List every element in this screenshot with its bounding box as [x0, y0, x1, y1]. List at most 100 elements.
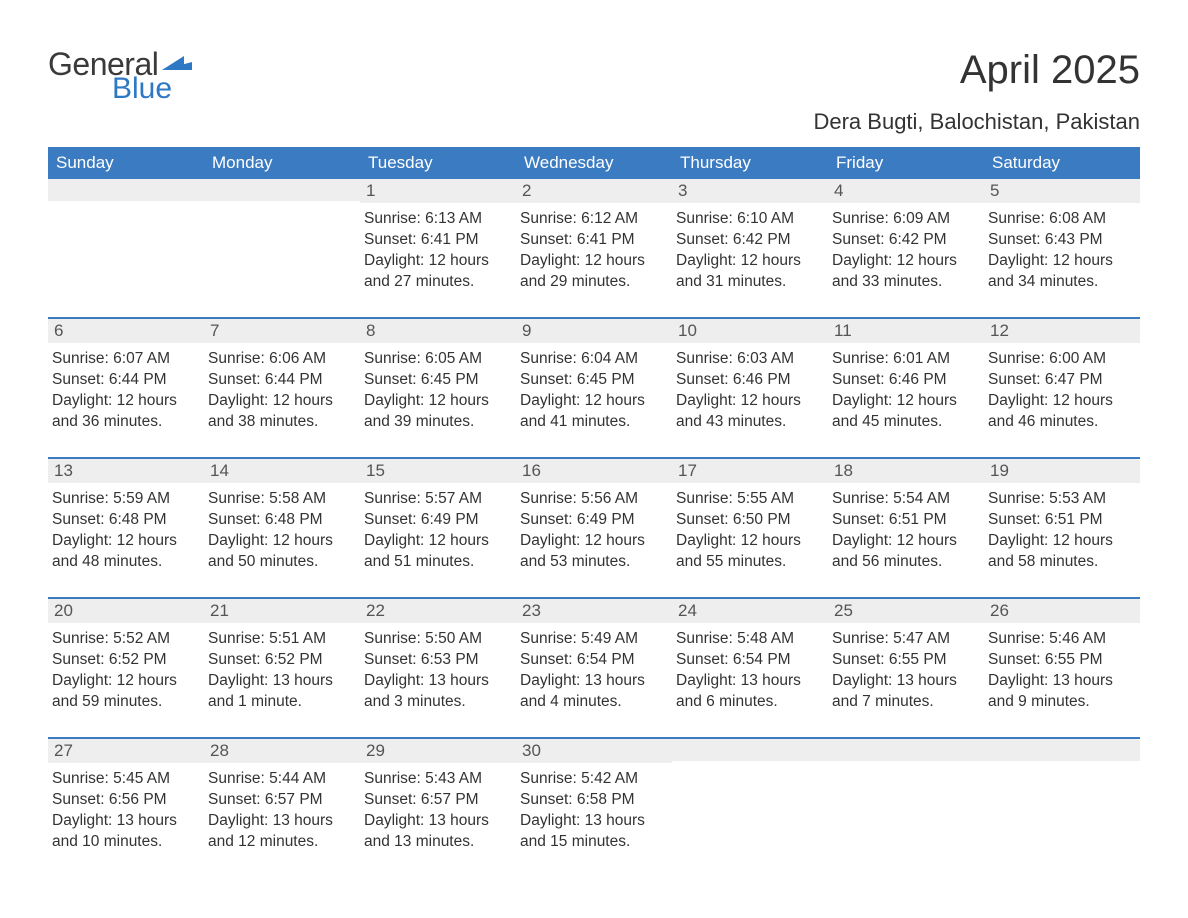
day-body: Sunrise: 6:05 AMSunset: 6:45 PMDaylight:…: [360, 343, 516, 437]
daylight-text: Daylight: 12 hours: [364, 531, 512, 552]
daylight-text: Daylight: 12 hours: [832, 391, 980, 412]
sunrise-text: Sunrise: 6:05 AM: [364, 349, 512, 370]
sunset-text: Sunset: 6:45 PM: [520, 370, 668, 391]
day-number: 2: [516, 179, 672, 203]
day-cell: 21Sunrise: 5:51 AMSunset: 6:52 PMDayligh…: [204, 599, 360, 719]
daylight-text2: and 43 minutes.: [676, 412, 824, 433]
day-cell: 1 Sunrise: 6:13 AM Sunset: 6:41 PM Dayli…: [360, 179, 516, 299]
day-body: Sunrise: 6:04 AMSunset: 6:45 PMDaylight:…: [516, 343, 672, 437]
day-cell: 30Sunrise: 5:42 AMSunset: 6:58 PMDayligh…: [516, 739, 672, 859]
day-cell: 3 Sunrise: 6:10 AM Sunset: 6:42 PM Dayli…: [672, 179, 828, 299]
daylight-text: Daylight: 12 hours: [520, 391, 668, 412]
day-number: 6: [48, 319, 204, 343]
sunrise-text: Sunrise: 6:00 AM: [988, 349, 1136, 370]
daylight-text2: and 31 minutes.: [676, 272, 824, 293]
day-cell: 29Sunrise: 5:43 AMSunset: 6:57 PMDayligh…: [360, 739, 516, 859]
day-cell: [204, 179, 360, 299]
day-number: 26: [984, 599, 1140, 623]
calendar-page: General Blue April 2025 Dera Bugti, Balo…: [0, 0, 1188, 899]
sunrise-text: Sunrise: 5:59 AM: [52, 489, 200, 510]
day-cell: 11Sunrise: 6:01 AMSunset: 6:46 PMDayligh…: [828, 319, 984, 439]
sunrise-text: Sunrise: 5:42 AM: [520, 769, 668, 790]
logo: General Blue: [48, 48, 192, 104]
dow-sunday: Sunday: [48, 147, 204, 179]
day-cell: 20Sunrise: 5:52 AMSunset: 6:52 PMDayligh…: [48, 599, 204, 719]
sunrise-text: Sunrise: 5:50 AM: [364, 629, 512, 650]
sunrise-text: Sunrise: 5:48 AM: [676, 629, 824, 650]
logo-text-blue: Blue: [112, 74, 172, 104]
day-number: 28: [204, 739, 360, 763]
location-text: Dera Bugti, Balochistan, Pakistan: [813, 109, 1140, 135]
day-cell: 28Sunrise: 5:44 AMSunset: 6:57 PMDayligh…: [204, 739, 360, 859]
day-body: Sunrise: 5:55 AMSunset: 6:50 PMDaylight:…: [672, 483, 828, 577]
sunrise-text: Sunrise: 6:04 AM: [520, 349, 668, 370]
title-block: April 2025 Dera Bugti, Balochistan, Paki…: [813, 48, 1140, 135]
day-body: Sunrise: 5:43 AMSunset: 6:57 PMDaylight:…: [360, 763, 516, 857]
day-number: 4: [828, 179, 984, 203]
sunrise-text: Sunrise: 6:12 AM: [520, 209, 668, 230]
sunset-text: Sunset: 6:48 PM: [208, 510, 356, 531]
sunrise-text: Sunrise: 5:53 AM: [988, 489, 1136, 510]
sunset-text: Sunset: 6:45 PM: [364, 370, 512, 391]
sunset-text: Sunset: 6:55 PM: [988, 650, 1136, 671]
day-number: 15: [360, 459, 516, 483]
sunrise-text: Sunrise: 5:55 AM: [676, 489, 824, 510]
sunrise-text: Sunrise: 6:10 AM: [676, 209, 824, 230]
daylight-text: Daylight: 12 hours: [832, 251, 980, 272]
daylight-text: Daylight: 12 hours: [208, 391, 356, 412]
daylight-text2: and 41 minutes.: [520, 412, 668, 433]
sunset-text: Sunset: 6:53 PM: [364, 650, 512, 671]
daylight-text: Daylight: 12 hours: [676, 251, 824, 272]
sunrise-text: Sunrise: 6:01 AM: [832, 349, 980, 370]
daylight-text: Daylight: 13 hours: [364, 671, 512, 692]
month-title: April 2025: [813, 48, 1140, 93]
sunset-text: Sunset: 6:49 PM: [520, 510, 668, 531]
day-number: 17: [672, 459, 828, 483]
sunset-text: Sunset: 6:57 PM: [364, 790, 512, 811]
daylight-text2: and 9 minutes.: [988, 692, 1136, 713]
sunrise-text: Sunrise: 6:03 AM: [676, 349, 824, 370]
day-body: Sunrise: 6:09 AM Sunset: 6:42 PM Dayligh…: [828, 203, 984, 297]
sunset-text: Sunset: 6:42 PM: [676, 230, 824, 251]
day-body: Sunrise: 5:59 AMSunset: 6:48 PMDaylight:…: [48, 483, 204, 577]
daylight-text2: and 59 minutes.: [52, 692, 200, 713]
week-row: 6Sunrise: 6:07 AMSunset: 6:44 PMDaylight…: [48, 317, 1140, 439]
day-number: 18: [828, 459, 984, 483]
day-number: 24: [672, 599, 828, 623]
day-number: 14: [204, 459, 360, 483]
daylight-text2: and 46 minutes.: [988, 412, 1136, 433]
daylight-text2: and 51 minutes.: [364, 552, 512, 573]
day-cell: 15Sunrise: 5:57 AMSunset: 6:49 PMDayligh…: [360, 459, 516, 579]
day-number: 3: [672, 179, 828, 203]
day-cell: 22Sunrise: 5:50 AMSunset: 6:53 PMDayligh…: [360, 599, 516, 719]
daylight-text2: and 27 minutes.: [364, 272, 512, 293]
day-cell: [984, 739, 1140, 859]
day-body: Sunrise: 5:58 AMSunset: 6:48 PMDaylight:…: [204, 483, 360, 577]
sunset-text: Sunset: 6:41 PM: [364, 230, 512, 251]
sunrise-text: Sunrise: 5:57 AM: [364, 489, 512, 510]
sunset-text: Sunset: 6:43 PM: [988, 230, 1136, 251]
day-number: [672, 739, 828, 761]
daylight-text: Daylight: 12 hours: [52, 391, 200, 412]
daylight-text: Daylight: 13 hours: [988, 671, 1136, 692]
sunset-text: Sunset: 6:46 PM: [676, 370, 824, 391]
sunrise-text: Sunrise: 5:44 AM: [208, 769, 356, 790]
day-number: [984, 739, 1140, 761]
day-body: Sunrise: 5:50 AMSunset: 6:53 PMDaylight:…: [360, 623, 516, 717]
day-number: 8: [360, 319, 516, 343]
day-number: 29: [360, 739, 516, 763]
daylight-text2: and 29 minutes.: [520, 272, 668, 293]
sunset-text: Sunset: 6:50 PM: [676, 510, 824, 531]
dow-saturday: Saturday: [984, 147, 1140, 179]
day-body: Sunrise: 6:08 AM Sunset: 6:43 PM Dayligh…: [984, 203, 1140, 297]
sunrise-text: Sunrise: 5:45 AM: [52, 769, 200, 790]
day-body: Sunrise: 6:10 AM Sunset: 6:42 PM Dayligh…: [672, 203, 828, 297]
day-cell: 6Sunrise: 6:07 AMSunset: 6:44 PMDaylight…: [48, 319, 204, 439]
day-body: Sunrise: 5:42 AMSunset: 6:58 PMDaylight:…: [516, 763, 672, 857]
day-cell: 18Sunrise: 5:54 AMSunset: 6:51 PMDayligh…: [828, 459, 984, 579]
day-number: 21: [204, 599, 360, 623]
day-number: 20: [48, 599, 204, 623]
day-cell: 9Sunrise: 6:04 AMSunset: 6:45 PMDaylight…: [516, 319, 672, 439]
sunset-text: Sunset: 6:44 PM: [52, 370, 200, 391]
daylight-text: Daylight: 12 hours: [52, 531, 200, 552]
